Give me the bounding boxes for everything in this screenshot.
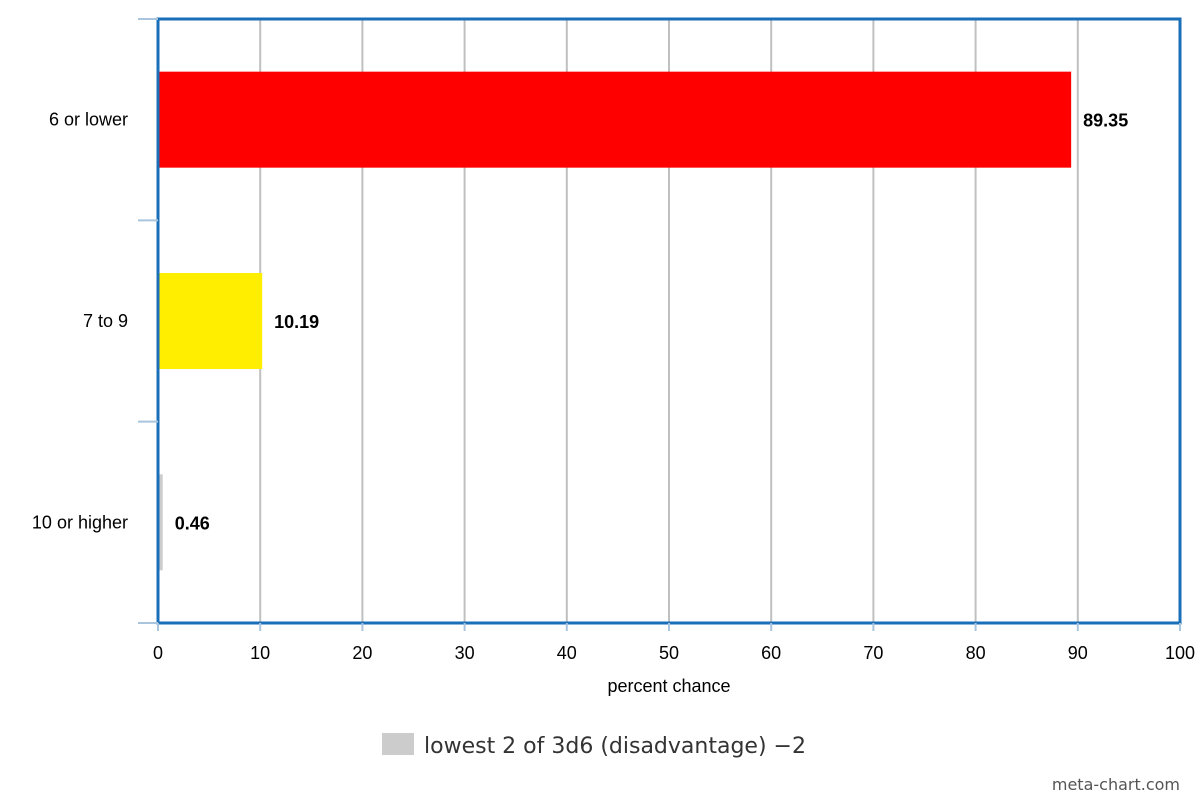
x-tick-label: 50 bbox=[659, 643, 679, 663]
bar bbox=[158, 474, 163, 571]
bar-layer bbox=[158, 71, 1072, 571]
bar bbox=[158, 71, 1072, 168]
credit-text: meta-chart.com bbox=[1052, 775, 1180, 794]
legend-label: lowest 2 of 3d6 (disadvantage) −2 bbox=[424, 734, 806, 759]
legend: lowest 2 of 3d6 (disadvantage) −2 bbox=[382, 733, 806, 759]
x-tick-label: 100 bbox=[1165, 643, 1195, 663]
category-label: 10 or higher bbox=[32, 512, 128, 532]
bar bbox=[158, 273, 263, 369]
legend-swatch bbox=[382, 733, 414, 755]
x-tick-label: 80 bbox=[966, 643, 986, 663]
category-label: 7 to 9 bbox=[83, 311, 128, 331]
x-tick-label: 90 bbox=[1068, 643, 1088, 663]
axis-layer: 0 10 20 30 40 50 60 70 80 90 100 6 or lower 89.35 7 t… bbox=[32, 18, 1195, 663]
x-tick-label: 70 bbox=[863, 643, 883, 663]
x-tick-label: 10 bbox=[250, 643, 270, 663]
x-tick-label: 40 bbox=[557, 643, 577, 663]
data-label: 89.35 bbox=[1083, 111, 1128, 131]
data-label: 0.46 bbox=[175, 513, 210, 533]
data-label: 10.19 bbox=[274, 312, 319, 332]
x-tick-label: 30 bbox=[455, 643, 475, 663]
x-tick-label: 60 bbox=[761, 643, 781, 663]
x-tick-label: 0 bbox=[153, 643, 163, 663]
x-tick-label: 20 bbox=[352, 643, 372, 663]
category-label: 6 or lower bbox=[49, 110, 128, 130]
x-axis-title: percent chance bbox=[607, 676, 730, 696]
